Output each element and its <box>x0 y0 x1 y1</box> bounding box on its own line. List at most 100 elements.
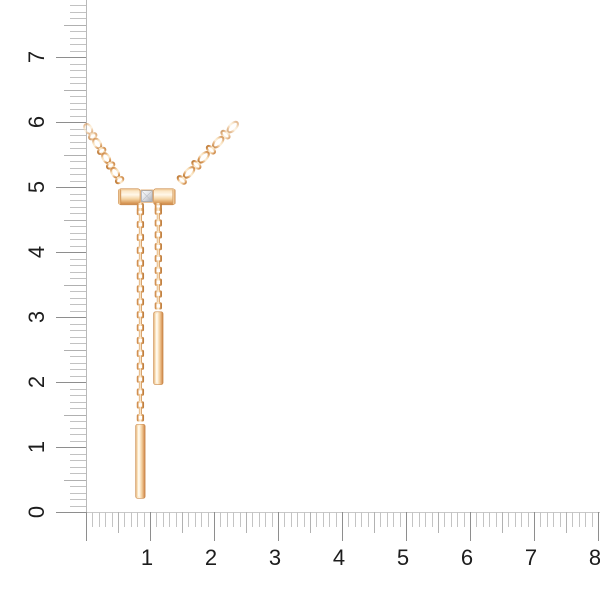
drop-chain-long-link <box>136 285 145 293</box>
drop-chain-long-link <box>136 375 145 383</box>
horizontal-ruler-tick-minor <box>112 512 113 527</box>
vertical-ruler-label-3: 3 <box>24 310 49 324</box>
vertical-ruler-label-4: 4 <box>24 245 49 259</box>
vertical-ruler-tick-minor <box>70 174 86 175</box>
horizontal-ruler-tick-minor <box>444 512 445 527</box>
vertical-ruler-tick-minor <box>70 5 86 6</box>
horizontal-ruler-tick-minor <box>438 512 439 533</box>
horizontal-ruler-tick-minor <box>329 512 330 527</box>
neck-chain-right-link <box>220 129 231 140</box>
bar-pendant-group <box>118 188 176 211</box>
drop-chains-group <box>136 207 162 422</box>
vertical-ruler-tick-minor <box>70 291 86 292</box>
vertical-ruler-tick-minor <box>70 421 86 422</box>
vertical-ruler-tick-minor <box>64 155 86 156</box>
vertical-ruler-tick-minor <box>70 135 86 136</box>
horizontal-ruler-label-7: 7 <box>524 545 538 570</box>
horizontal-ruler-tick-minor <box>553 512 554 527</box>
vertical-ruler-tick-minor <box>70 44 86 45</box>
horizontal-ruler-tick-minor <box>182 512 183 533</box>
vertical-ruler-tick-minor <box>70 311 86 312</box>
vertical-ruler-tick-minor <box>70 148 86 149</box>
drop-chain-short-link <box>154 290 162 298</box>
drop-chain-long-link <box>136 401 145 409</box>
horizontal-ruler-tick-minor <box>195 512 196 527</box>
drop-chain-short-link <box>154 254 162 263</box>
vertical-ruler-tick-minor <box>70 278 86 279</box>
vertical-ruler-tick-minor <box>64 285 86 286</box>
horizontal-ruler-label-6: 6 <box>460 545 474 570</box>
horizontal-ruler-tick-minor <box>528 512 529 527</box>
drop-chain-long-connector <box>138 226 142 236</box>
vertical-ruler-tick-major <box>56 187 86 188</box>
vertical-ruler-tick-minor <box>70 441 86 442</box>
horizontal-ruler-tick-major <box>86 512 87 541</box>
neck-chain-left-link <box>97 146 107 155</box>
horizontal-ruler-tick-minor <box>188 512 189 527</box>
neck-chain-right-link <box>197 151 210 164</box>
drop-chain-long-connector <box>138 394 142 404</box>
horizontal-ruler-tick-minor <box>412 512 413 527</box>
neck-chain-left-link <box>101 152 112 165</box>
vertical-ruler-tick-minor <box>70 194 86 195</box>
horizontal-ruler-tick-minor <box>393 512 394 527</box>
drop-chain-long-link <box>136 233 145 242</box>
vertical-ruler-tick-minor <box>70 64 86 65</box>
vertical-ruler-tick-minor <box>70 402 86 403</box>
neck-chain-left-link <box>106 161 116 170</box>
vertical-ruler-tick-minor <box>70 298 86 299</box>
horizontal-ruler-tick-minor <box>579 512 580 527</box>
horizontal-ruler-tick-major <box>214 512 215 541</box>
drop-chain-long-link <box>136 349 145 358</box>
vertical-ruler-tick-minor <box>70 337 86 338</box>
horizontal-ruler-tick-minor <box>464 512 465 527</box>
drop-chain-long-connector <box>138 278 142 288</box>
vertical-ruler-tick-minor <box>70 473 86 474</box>
vertical-ruler-tick-minor <box>70 493 86 494</box>
horizontal-ruler-tick-major <box>342 512 343 541</box>
horizontal-ruler-tick-minor <box>515 512 516 527</box>
horizontal-ruler-tick-minor <box>355 512 356 527</box>
horizontal-ruler-tick-minor <box>502 512 503 533</box>
horizontal-ruler-tick-minor <box>259 512 260 527</box>
vertical-ruler-tick-minor <box>70 83 86 84</box>
horizontal-ruler-tick-minor <box>361 512 362 527</box>
neck-chain-right-link <box>226 120 239 134</box>
drop-bars-group <box>135 311 164 499</box>
neck-chain-group <box>83 120 239 185</box>
vertical-ruler-tick-major <box>56 447 86 448</box>
drop-chain-long-link <box>136 246 145 254</box>
horizontal-ruler-tick-minor <box>297 512 298 527</box>
vertical-ruler-tick-minor <box>64 90 86 91</box>
drop-chain-short-connector <box>156 260 160 269</box>
drop-chain-short-link <box>154 219 162 227</box>
vertical-ruler-label-2: 2 <box>24 375 49 389</box>
vertical-ruler-tick-minor <box>64 415 86 416</box>
horizontal-ruler-tick-major <box>406 512 407 541</box>
drop-chain-long-connector <box>138 265 142 275</box>
horizontal-ruler-tick-major <box>278 512 279 541</box>
drop-chain-short-link <box>154 266 162 274</box>
horizontal-ruler-tick-minor <box>572 512 573 527</box>
vertical-ruler-tick-minor <box>70 31 86 32</box>
center-diamond-facets <box>141 190 153 202</box>
horizontal-ruler-tick-minor <box>105 512 106 527</box>
vertical-ruler-axis-line <box>86 0 87 512</box>
vertical-ruler-tick-minor <box>70 161 86 162</box>
horizontal-ruler-tick-minor <box>201 512 202 527</box>
horizontal-ruler-tick-minor <box>169 512 170 527</box>
bar-pendant-left-half <box>118 188 141 206</box>
vertical-ruler-tick-minor <box>70 356 86 357</box>
vertical-ruler-tick-minor <box>70 363 86 364</box>
drop-chain-long-link <box>136 311 145 319</box>
vertical-ruler-tick-minor <box>70 116 86 117</box>
drop-chain-short-connector <box>156 284 160 293</box>
vertical-ruler-tick-minor <box>70 434 86 435</box>
vertical-ruler-tick-minor <box>70 12 86 13</box>
drop-chain-long-connector <box>138 239 142 249</box>
vertical-ruler-tick-major <box>56 317 86 318</box>
horizontal-ruler-tick-minor <box>118 512 119 533</box>
horizontal-ruler-tick-minor <box>592 512 593 527</box>
horizontal-ruler-tick-minor <box>163 512 164 527</box>
